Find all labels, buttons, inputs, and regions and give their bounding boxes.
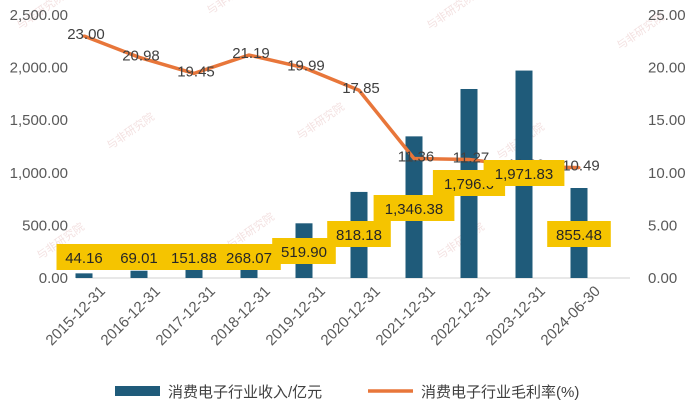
margin-data-label: 20.98 <box>122 47 160 64</box>
margin-point <box>302 66 306 70</box>
legend-label: 消费电子行业收入/亿元 <box>168 384 322 401</box>
x-tick-label: 2024-06-30 <box>538 283 604 349</box>
margin-data-label: 19.45 <box>177 63 215 80</box>
revenue-label-box <box>547 221 611 247</box>
revenue-label-box <box>162 244 226 270</box>
revenue-label-text: 151.88 <box>171 250 217 267</box>
margin-data-label: 23.00 <box>67 26 105 43</box>
revenue-label-box <box>217 244 281 270</box>
right-y-tick-label: 25.00 <box>648 7 686 24</box>
revenue-label-box <box>373 195 455 221</box>
revenue-label-box <box>483 160 565 186</box>
revenue-data-label: 69.01 <box>111 244 167 270</box>
right-y-tick-label: 5.00 <box>648 217 677 234</box>
revenue-data-label: 519.90 <box>272 238 336 264</box>
left-y-tick-label: 0.00 <box>39 270 68 287</box>
revenue-data-label: 855.48 <box>547 221 611 247</box>
margin-point <box>577 166 581 170</box>
margin-data-label: 21.19 <box>232 45 270 62</box>
left-y-tick-label: 1,000.00 <box>10 165 68 182</box>
revenue-label-text: 818.18 <box>336 227 382 244</box>
margin-data-label: 19.99 <box>287 58 325 75</box>
revenue-data-label: 268.07 <box>217 244 281 270</box>
revenue-label-box <box>111 244 167 270</box>
margin-point <box>82 34 86 38</box>
left-y-tick-label: 1,500.00 <box>10 112 68 129</box>
revenue-label-text: 1,971.83 <box>495 166 553 183</box>
revenue-label-box <box>272 238 336 264</box>
margin-data-label: 10.49 <box>562 158 600 175</box>
legend-item-revenue: 消费电子行业收入/亿元 <box>115 384 322 401</box>
margin-data-label: 11.27 <box>453 149 489 166</box>
watermark-text: 与非研究院 <box>204 0 257 17</box>
revenue-label-text: 1,346.38 <box>385 201 443 218</box>
revenue-data-label: 151.88 <box>162 244 226 270</box>
margin-data-label: 11.36 <box>398 148 434 165</box>
watermark-text: 与非研究院 <box>434 219 487 262</box>
revenue-bar <box>130 270 148 278</box>
revenue-bar <box>75 273 93 278</box>
margin-point <box>192 71 196 75</box>
right-y-tick-label: 20.00 <box>648 60 686 77</box>
legend: 消费电子行业收入/亿元 消费电子行业毛利率(%) <box>115 384 579 401</box>
watermark-text: 与非研究院 <box>294 99 347 142</box>
revenue-label-box <box>327 221 391 247</box>
bar-labels-layer: 44.16 69.01 151.88 268.07 519.90 818.181,346.… <box>56 160 611 270</box>
margin-point <box>467 157 471 161</box>
watermark-text: 与非研究院 <box>104 109 157 152</box>
legend-item-margin: 消费电子行业毛利率(%) <box>368 384 579 401</box>
axes-layer: 0.00 500.00 1,000.00 1,500.00 2,000.00 2,500.… <box>10 7 686 349</box>
legend-swatch-bar <box>115 386 160 396</box>
right-y-tick-label: 0.00 <box>648 270 677 287</box>
revenue-label-text: 69.01 <box>120 250 158 267</box>
left-y-tick-label: 2,000.00 <box>10 60 68 77</box>
revenue-label-text: 44.16 <box>65 250 103 267</box>
right-y-tick-label: 10.00 <box>648 165 686 182</box>
revenue-label-text: 1,796.6 <box>444 176 494 193</box>
margin-data-label: 17.85 <box>342 80 380 97</box>
revenue-label-text: 855.48 <box>556 227 602 244</box>
revenue-data-label: 1,971.83 <box>483 160 565 186</box>
revenue-label-text: 519.90 <box>281 244 327 261</box>
revenue-label-box <box>56 244 112 270</box>
revenue-data-label: 1,346.38 <box>373 195 455 221</box>
right-y-tick-label: 15.00 <box>648 112 686 129</box>
margin-point <box>247 53 251 57</box>
margin-point <box>412 156 416 160</box>
revenue-label-text: 268.07 <box>226 250 272 267</box>
legend-label: 消费电子行业毛利率(%) <box>421 384 579 401</box>
watermark-text: 与非研究院 <box>424 0 477 32</box>
revenue-data-label: 44.16 <box>56 244 112 270</box>
left-y-tick-label: 500.00 <box>22 217 68 234</box>
left-y-tick-label: 2,500.00 <box>10 7 68 24</box>
revenue-data-label: 818.18 <box>327 221 391 247</box>
margin-point <box>357 88 361 92</box>
margin-point <box>137 55 141 59</box>
